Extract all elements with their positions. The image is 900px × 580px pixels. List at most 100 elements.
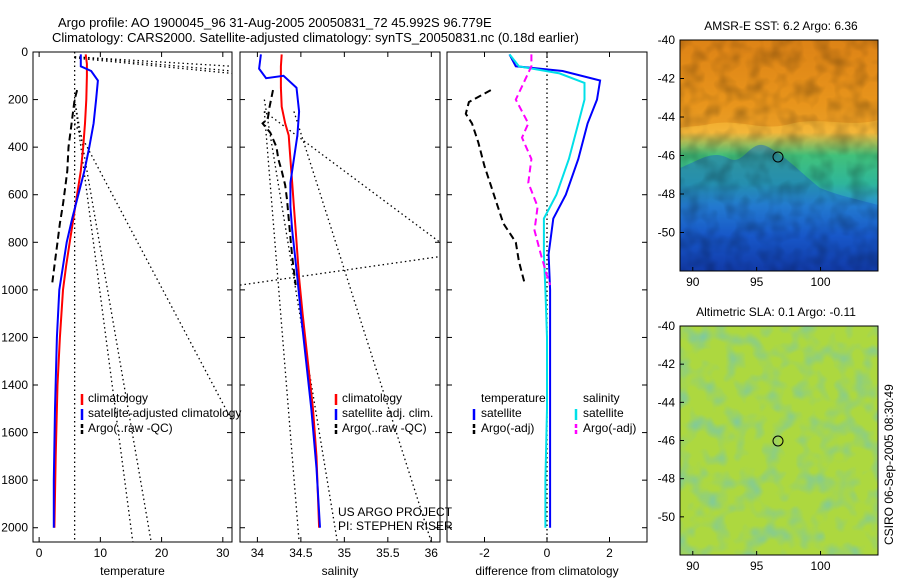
depth-tick-label: 600 [8,188,28,202]
difference-xlabel: difference from climatology [475,564,618,578]
salinity-xtick-label: 35 [338,546,352,560]
temperature-xtick-label: 30 [216,546,230,560]
temperature-xtick-label: 20 [155,546,169,560]
sst_map-xtick-label: 90 [686,275,700,289]
sla-argo-marker [772,435,784,447]
sla_map-xtick-label: 95 [750,559,764,573]
depth-tick-label: 1400 [1,378,28,392]
depth-tick-label: 800 [8,235,28,249]
sla_map-ytick-label: -48 [658,472,676,486]
sla-map-texture [680,326,878,555]
temperature-dotted-line [74,57,232,75]
depth-tick-label: 1200 [1,330,28,344]
temperature-dotted-line [73,99,134,542]
credit-line: US ARGO PROJECT [338,505,453,519]
sla_map-ytick-label: -42 [658,357,676,371]
difference-xtick-label: 0 [544,546,551,560]
sst_map-ytick-label: -46 [658,149,676,163]
salinity-xtick-label: 35.5 [376,546,400,560]
sst_map-xtick-label: 95 [750,275,764,289]
sla-map-axes: 90 95 100 -40 -42 -44 -46 -48 -50 [658,319,831,573]
depth-tick-label: 2000 [1,521,28,535]
difference-series-salinity-satellite [508,53,586,528]
salinity-frame [239,51,441,543]
sla_map-xtick-label: 100 [811,559,831,573]
salinity-dotted-line [293,111,432,542]
salinity-dotted-line [263,111,300,542]
difference-series-salinity-argo-adj- [514,54,552,286]
difference-plot-area [464,52,602,542]
difference-legend-label: Argo(-adj) [481,421,534,435]
temperature-series-satellite-adjusted-climatology [52,54,99,528]
sst-map-axes: 90 95 100 -40 -42 -44 -46 -48 -50 [658,33,831,289]
salinity-legend-label: climatology [342,391,402,405]
temperature-legend-label: satellite-adjusted climatology [88,406,241,420]
salinity-dotted-line [263,110,440,243]
sla_map-ytick-label: -40 [658,319,676,333]
difference-legend-label: temperature [481,391,546,405]
sst-map-texture [680,40,878,271]
salinity-legend-label: satellite adj. clim. [342,406,433,420]
temperature-dotted-line [73,99,152,542]
sla_map-ytick-label: -46 [658,434,676,448]
sla_map-xtick-label: 90 [686,559,700,573]
temperature-xtick-label: 10 [94,546,108,560]
sst_map-ytick-label: -40 [658,33,676,47]
depth-tick-label: 1000 [1,283,28,297]
depth-tick-label: 1600 [1,426,28,440]
figure-title-line1: Argo profile: AO 1900045_96 31-Aug-2005 … [58,15,492,30]
salinity-xtick-label: 34 [251,546,265,560]
sla-map-panel: Altimetric SLA: 0.1 Argo: -0.11 90 95 100 -… [658,305,879,573]
salinity-legend-label: Argo(..raw -QC) [342,421,427,435]
sst-argo-marker [772,151,784,163]
sst_map-xtick-label: 100 [811,275,831,289]
depth-tick-label: 0 [21,45,28,59]
depth-tick-label: 200 [8,93,28,107]
depth-tick-label: 400 [8,140,28,154]
difference-legend-label: Argo(-adj) [583,421,636,435]
difference-xtick-label: 2 [606,546,613,560]
salinity-xtick-label: 34.5 [289,546,313,560]
salinity-xlabel: salinity [322,564,359,578]
sla_map-ytick-label: -50 [658,510,676,524]
figure-title-line2: Climatology: CARS2000. Satellite-adjuste… [52,30,579,45]
temperature-dotted-line [74,123,232,421]
salinity-dotted-line [240,255,440,286]
sst_map-ytick-label: -42 [658,72,676,86]
salinity-series-climatology [279,54,321,528]
difference-series-temperature-argo-adj- [464,89,527,286]
temperature-xlabel: temperature [100,564,165,578]
temperature-panel: 0 10 20 30 temperature 0 200 400 600 800 1000 1200 1… [1,45,241,578]
credit-line: PI: STEPHEN RISER [338,519,453,533]
salinity-xtick-label: 36 [425,546,439,560]
timestamp-label: CSIRO 06-Sep-2005 08:30:49 [882,384,896,545]
sla-map-title: Altimetric SLA: 0.1 Argo: -0.11 [696,305,856,319]
difference-xtick-label: -2 [479,546,490,560]
temperature-plot-area [51,52,232,542]
temperature-xtick-label: 0 [36,546,43,560]
sst_map-ytick-label: -48 [658,187,676,201]
difference-legend-label: satellite [481,406,522,420]
salinity-series-satellite-adj-clim- [258,54,321,528]
difference-panel: -2 0 2 difference from climatology temperatu… [446,51,648,578]
temperature-legend-label: Argo(..raw -QC) [88,421,173,435]
difference-frame [446,51,648,543]
difference-series-temperature-satellite [508,53,602,528]
depth-tick-label: 1800 [1,473,28,487]
temperature-series-argo-raw-qc- [51,89,79,286]
temperature-legend-label: climatology [88,391,148,405]
sst_map-ytick-label: -50 [658,226,676,240]
difference-legend-label: salinity [583,391,620,405]
sst-map-title: AMSR-E SST: 6.2 Argo: 6.36 [704,19,858,33]
salinity-plot-area [240,54,440,542]
sst_map-ytick-label: -44 [658,110,676,124]
salinity-dotted-line [263,99,339,542]
temperature-dotted-line [74,56,232,72]
salinity-series-argo-raw-qc- [261,89,297,286]
salinity-panel: 34 34.5 35 35.5 36 salinity climatologysatelli… [239,51,453,578]
sst-map-panel: AMSR-E SST: 6.2 Argo: 6.36 90 95 100 -40 -42… [658,19,879,289]
temperature-dotted-line [74,56,232,67]
difference-legend-label: satellite [583,406,624,420]
temperature-frame [32,51,233,543]
